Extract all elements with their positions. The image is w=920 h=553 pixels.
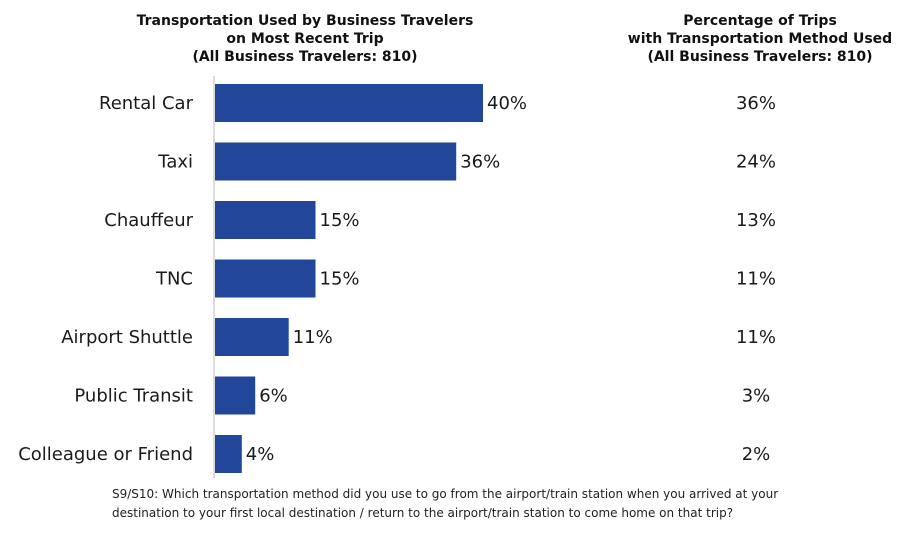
trip-percentage-value: 2% — [742, 444, 771, 465]
bar-chart: Rental Car 40% 36% Taxi 36% 24% Chauffeur 15% 13… — [18, 76, 776, 478]
category-label: Airport Shuttle — [61, 327, 193, 348]
category-label: Colleague or Friend — [18, 444, 193, 465]
trip-percentage-value: 11% — [736, 269, 776, 290]
bar-4 — [215, 318, 289, 356]
bar-value-label: 15% — [320, 210, 360, 231]
trip-percentage-title-line2: with Transportation Method Used — [627, 31, 893, 47]
category-label: Public Transit — [74, 386, 193, 407]
bar-chart-title-line3: (All Business Travelers: 810) — [192, 49, 418, 65]
category-label: Taxi — [157, 152, 193, 173]
bar-5 — [215, 376, 256, 415]
bar-chart-title-line1: Transportation Used by Business Traveler… — [136, 13, 474, 29]
bar-0 — [215, 84, 483, 122]
bar-value-label: 15% — [320, 269, 360, 290]
bar-value-label: 11% — [293, 327, 333, 348]
chart-marks: Rental Car 40% 36% Taxi 36% 24% Chauffeur 15% 13… — [18, 84, 776, 473]
trip-percentage-value: 3% — [742, 386, 771, 407]
bar-2 — [215, 201, 316, 239]
trip-percentage-title: Percentage of Trips with Transportation … — [590, 12, 920, 66]
bar-value-label: 6% — [259, 386, 288, 407]
trip-percentage-value: 13% — [736, 210, 776, 231]
footnote: S9/S10: Which transportation method did … — [112, 485, 902, 523]
bar-1 — [215, 142, 457, 181]
category-label: Chauffeur — [104, 210, 193, 231]
trip-percentage-title-line1: Percentage of Trips — [683, 13, 837, 29]
footnote-line2: destination to your first local destinat… — [112, 506, 734, 520]
trip-percentage-value: 11% — [736, 327, 776, 348]
trip-percentage-title-line3: (All Business Travelers: 810) — [647, 49, 873, 65]
trip-percentage-value: 36% — [736, 93, 776, 114]
bar-value-label: 36% — [460, 152, 500, 173]
bar-chart-title: Transportation Used by Business Traveler… — [60, 12, 550, 66]
trip-percentage-value: 24% — [736, 152, 776, 173]
bar-value-label: 4% — [246, 444, 275, 465]
bar-chart-title-line2: on Most Recent Trip — [226, 31, 384, 47]
bar-value-label: 40% — [487, 93, 527, 114]
bar-3 — [215, 259, 316, 298]
bar-6 — [215, 435, 242, 473]
footnote-line1: S9/S10: Which transportation method did … — [112, 487, 779, 501]
category-label: Rental Car — [99, 93, 194, 114]
category-label: TNC — [155, 269, 193, 290]
